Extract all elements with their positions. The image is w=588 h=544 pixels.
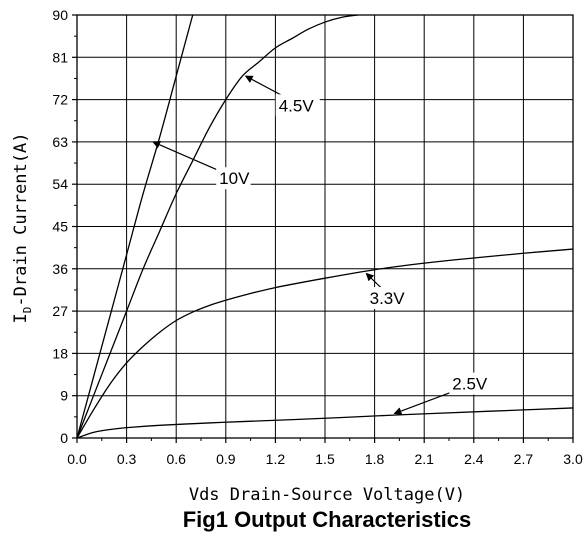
y-axis-title-rest: -Drain Current(A) [11, 133, 31, 307]
curve-label-2-5v: 2.5V [452, 375, 488, 394]
x-tick-label: 0.9 [216, 451, 236, 467]
x-tick-label: 2.4 [464, 451, 484, 467]
chart-title: Fig1 Output Characteristics [183, 507, 472, 532]
y-tick-label: 18 [52, 345, 68, 361]
curve-4-5v [76, 14, 359, 439]
x-tick-label: 2.1 [414, 451, 434, 467]
x-tick-label: 0.0 [67, 451, 87, 467]
curve-2-5v [76, 407, 574, 439]
curve-label-3-3v: 3.3V [370, 289, 406, 308]
x-tick-label: 1.5 [315, 451, 335, 467]
x-tick-label: 0.6 [166, 451, 186, 467]
y-axis-title: ID-Drain Current(A) [11, 133, 34, 324]
curve-annotations: 10V 4.5V 3.3V 2.5V [152, 75, 494, 415]
y-tick-label: 54 [52, 176, 68, 192]
y-tick-label: 27 [52, 303, 68, 319]
y-axis-title-main: I [11, 313, 31, 323]
y-tick-label: 0 [60, 430, 68, 446]
x-tick-label: 1.8 [365, 451, 385, 467]
curve-label-backdrop [275, 94, 320, 117]
y-tick-label: 72 [52, 92, 68, 108]
curve-3-3v [76, 248, 574, 439]
curve-10v [76, 14, 194, 439]
curve-label-backdrop [216, 167, 251, 190]
y-axis-title-subscript: D [21, 307, 34, 314]
y-tick-label: 81 [52, 49, 68, 65]
curve-label-10v: 10V [219, 169, 250, 188]
y-tick-label: 63 [52, 134, 68, 150]
x-tick-label: 2.7 [514, 451, 534, 467]
x-tick-label: 1.2 [266, 451, 286, 467]
axis-ticks: 0.0 0.3 0.6 0.9 1.2 1.5 1.8 2.1 2.4 2.7 3.0 0 9 18 27 3… [52, 7, 583, 467]
x-tick-label: 3.0 [563, 451, 583, 467]
y-tick-label: 45 [52, 219, 68, 235]
y-tick-label: 90 [52, 7, 68, 23]
x-tick-label: 0.3 [117, 451, 137, 467]
curve-label-4-5v: 4.5V [279, 96, 315, 115]
y-tick-label: 9 [60, 388, 68, 404]
y-tick-label: 36 [52, 261, 68, 277]
curve-label-backdrop [366, 287, 411, 310]
x-axis-title: Vds Drain-Source Voltage(V) [189, 485, 465, 505]
curve-label-backdrop [449, 372, 494, 395]
curves [76, 14, 574, 439]
grid [77, 15, 573, 438]
